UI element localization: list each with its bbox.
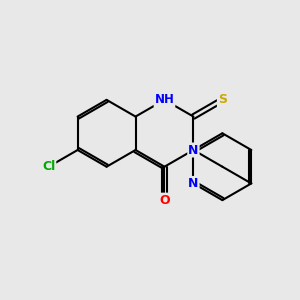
Text: N: N (188, 143, 199, 157)
Text: N: N (188, 177, 199, 190)
Text: Cl: Cl (42, 160, 55, 173)
Text: S: S (218, 93, 227, 106)
Text: O: O (159, 194, 170, 207)
Text: NH: NH (154, 93, 174, 106)
